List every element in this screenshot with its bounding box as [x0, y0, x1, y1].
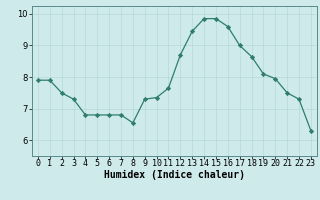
X-axis label: Humidex (Indice chaleur): Humidex (Indice chaleur) — [104, 170, 245, 180]
